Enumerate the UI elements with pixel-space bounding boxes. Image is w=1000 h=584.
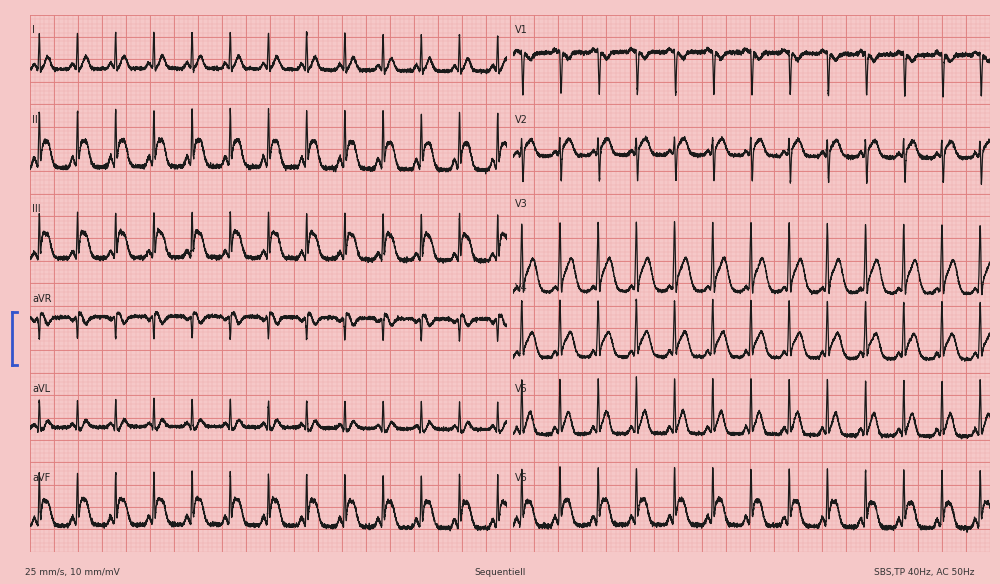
- Text: aVR: aVR: [32, 294, 52, 304]
- Text: I: I: [32, 25, 35, 36]
- Text: II: II: [32, 115, 38, 125]
- Text: V5: V5: [515, 384, 528, 394]
- Text: aVL: aVL: [32, 384, 51, 394]
- Text: V6: V6: [515, 473, 528, 483]
- Text: aVF: aVF: [32, 473, 51, 483]
- Text: 25 mm/s, 10 mm/mV: 25 mm/s, 10 mm/mV: [25, 568, 120, 577]
- Text: V2: V2: [515, 115, 528, 125]
- Text: V3: V3: [515, 199, 528, 209]
- Text: III: III: [32, 204, 41, 214]
- Text: V4: V4: [515, 283, 528, 293]
- Text: V1: V1: [515, 25, 528, 36]
- Text: Sequentiell: Sequentiell: [474, 568, 526, 577]
- Text: SBS,TP 40Hz, AC 50Hz: SBS,TP 40Hz, AC 50Hz: [874, 568, 975, 577]
